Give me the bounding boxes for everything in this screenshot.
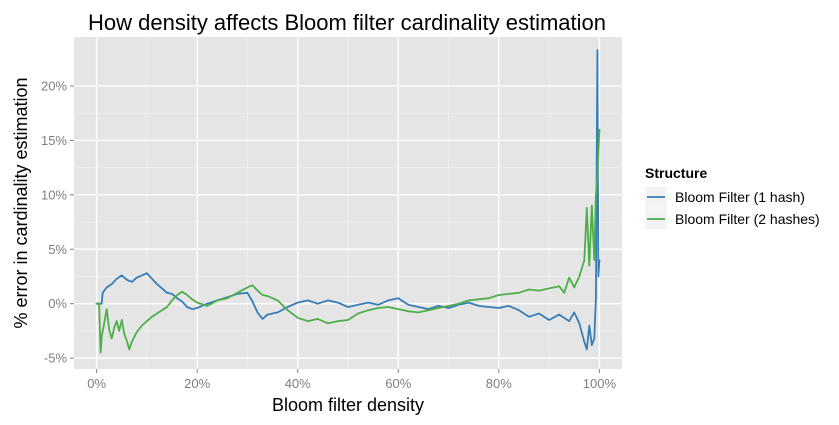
series-line-2 (95, 128, 601, 354)
y-tick-label: 0% (48, 296, 67, 311)
y-tick-label: 10% (41, 187, 67, 202)
grid-minor (74, 37, 622, 369)
series-layer (95, 49, 601, 354)
x-tick-label: 20% (184, 376, 210, 391)
legend-label: Bloom Filter (1 hash) (675, 189, 805, 205)
y-tick-label: -5% (44, 351, 68, 366)
y-axis-ticks: -5% 0% 5% 10% 15% 20% (41, 78, 74, 366)
legend-label: Bloom Filter (2 hashes) (675, 211, 820, 227)
grid-major (74, 37, 622, 369)
legend: Structure Bloom Filter (1 hash)Bloom Fil… (644, 165, 820, 231)
legend-items: Bloom Filter (1 hash) Bloom Filter (2 has… (644, 185, 820, 231)
chart-title: How density affects Bloom filter cardina… (88, 10, 606, 35)
x-axis-title: Bloom filter density (272, 395, 424, 415)
x-tick-label: 60% (385, 376, 411, 391)
y-tick-label: 20% (41, 78, 67, 93)
x-axis-ticks: 0% 20% 40% 60% 80% 100% (87, 369, 616, 391)
x-tick-label: 0% (87, 376, 106, 391)
x-tick-label: 80% (486, 376, 512, 391)
x-tick-label: 40% (285, 376, 311, 391)
y-axis-title: % error in cardinality estimation (11, 77, 31, 328)
legend-title: Structure (645, 165, 707, 181)
x-tick-label: 100% (583, 376, 617, 391)
y-tick-label: 5% (48, 242, 67, 257)
y-tick-label: 15% (41, 133, 67, 148)
series-line-1 (95, 49, 601, 351)
